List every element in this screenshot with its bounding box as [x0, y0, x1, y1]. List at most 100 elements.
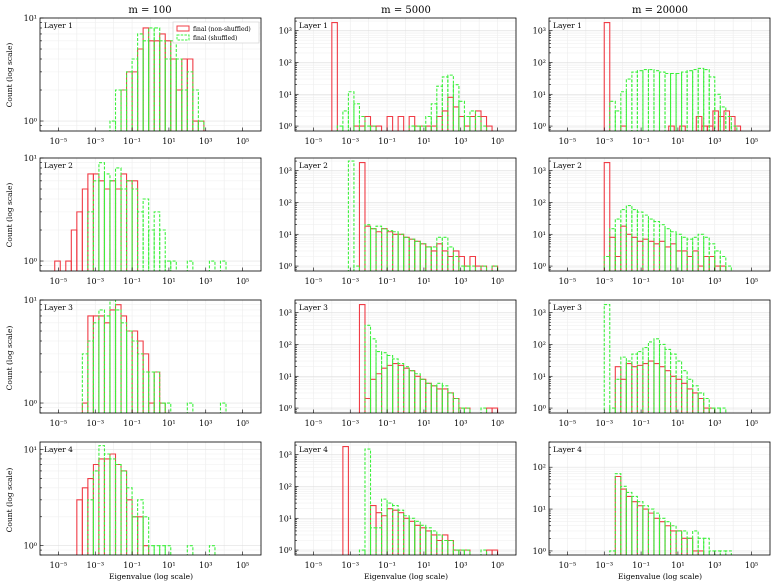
x-tick-label: 10⁻¹: [632, 137, 650, 146]
bar-shuffled: [192, 89, 199, 131]
histogram-bars: [76, 445, 216, 555]
bar-shuffled: [447, 539, 454, 555]
bar-shuffled: [103, 315, 111, 413]
bar-shuffled: [103, 453, 111, 555]
y-axis-label-row2: Count (log scale): [5, 183, 14, 248]
bar-shuffled: [375, 527, 383, 555]
y-axis-label-row1: Count (log scale): [5, 43, 14, 108]
panel-2-2: 10⁻⁵ 10⁻³ 10⁻¹ 10¹ 10³ 10⁵ 10⁰ 10¹ 10² 10³ Layer 2: [279, 157, 517, 286]
bar-shuffled: [364, 125, 372, 131]
y-tick-label: 10³: [533, 167, 546, 176]
x-tick-label: 10⁵: [745, 277, 758, 286]
bar-shuffled: [364, 324, 372, 413]
layer-label: Layer 3: [44, 303, 73, 312]
bar-non-shuffled: [54, 260, 61, 271]
bar-shuffled: [714, 93, 721, 131]
x-tick-label: 10¹: [671, 277, 684, 286]
bar-shuffled: [137, 33, 144, 131]
bar-shuffled: [642, 505, 649, 555]
bar-shuffled: [609, 550, 616, 555]
bar-shuffled: [164, 545, 172, 555]
x-tick-label: 10⁵: [491, 277, 504, 286]
bar-shuffled: [153, 371, 161, 413]
y-tick-label: 10²: [533, 198, 546, 207]
bar-shuffled: [159, 229, 166, 271]
column-title-m20000: m = 20000: [632, 5, 688, 16]
bar-shuffled: [631, 208, 638, 271]
bar-shuffled: [452, 549, 460, 555]
y-tick-label: 10³: [279, 167, 292, 176]
y-tick-label: 10³: [279, 27, 292, 36]
y-tick-label: 10⁰: [533, 122, 546, 131]
column-title-m5000: m = 5000: [381, 5, 431, 16]
y-tick-label: 10²: [533, 58, 546, 67]
y-tick-label: 10¹: [533, 505, 546, 514]
bar-shuffled: [620, 208, 627, 271]
histogram-bars: [81, 300, 227, 413]
panel-frame: [294, 441, 517, 556]
bar-shuffled: [452, 397, 460, 413]
panel-1-2: 10⁻⁵ 10⁻³ 10⁻¹ 10¹ 10³ 10⁵ 10⁰ 10¹ Layer 2: [24, 154, 262, 286]
y-tick-label: 10¹: [279, 514, 292, 523]
bar-shuffled: [681, 236, 688, 271]
x-tick-label: 10¹: [417, 561, 430, 570]
bar-shuffled: [625, 78, 633, 131]
x-tick-label: 10⁻⁵: [559, 561, 577, 570]
bar-shuffled: [441, 385, 449, 413]
bar-non-shuffled: [603, 161, 611, 271]
legend-label-shuffled: final (shuffled): [193, 35, 237, 42]
bar-shuffled: [425, 246, 432, 271]
x-tick-label: 10⁻⁵: [50, 277, 68, 286]
bar-shuffled: [703, 397, 710, 413]
panel-1-3: 10⁻⁵ 10⁻³ 10⁻¹ 10¹ 10³ 10⁵ 10⁰ 10¹ Layer 3: [24, 296, 262, 428]
panel-frame: [294, 299, 517, 414]
panel-frame: [548, 17, 771, 132]
bar-shuffled: [441, 539, 449, 555]
x-tick-label: 10⁻³: [595, 561, 613, 570]
layer-label: Layer 2: [44, 161, 73, 170]
bar-shuffled: [197, 120, 205, 131]
panel-frame: [548, 441, 771, 556]
bar-shuffled: [463, 265, 471, 271]
bar-shuffled: [609, 228, 616, 271]
x-tick-label: 10⁻⁵: [50, 561, 68, 570]
bar-shuffled: [186, 402, 194, 413]
y-tick-label: 10¹: [279, 372, 292, 381]
x-tick-label: 10⁻¹: [378, 137, 396, 146]
bar-shuffled: [137, 499, 144, 555]
bar-shuffled: [480, 549, 488, 555]
bar-shuffled: [692, 236, 699, 271]
x-tick-label: 10⁻³: [86, 277, 104, 286]
panel-frame: [39, 157, 262, 272]
bar-shuffled: [658, 517, 666, 555]
bar-shuffled: [358, 115, 366, 131]
y-tick-label: 10⁰: [24, 117, 37, 126]
bar-shuffled: [148, 229, 155, 271]
panels: 10⁻⁵ 10⁻³ 10⁻¹ 10¹ 10³ 10⁵ 10⁰ 10¹ Layer 1 final …: [24, 14, 771, 570]
y-tick-label: 10³: [533, 309, 546, 318]
bar-shuffled: [381, 352, 388, 413]
histogram-bars: [609, 473, 732, 555]
bar-shuffled: [647, 508, 655, 555]
bar-shuffled: [463, 407, 471, 413]
bar-shuffled: [681, 370, 688, 413]
x-tick-label: 10⁻³: [341, 137, 359, 146]
legend-label-non-shuffled: final (non-shuffled): [193, 26, 251, 33]
bar-shuffled: [369, 228, 377, 271]
bar-shuffled: [430, 103, 438, 131]
x-tick-label: 10¹: [417, 137, 430, 146]
bar-shuffled: [625, 360, 633, 413]
x-tick-label: 10⁻³: [595, 137, 613, 146]
bar-shuffled: [103, 173, 111, 271]
bar-shuffled: [447, 246, 454, 271]
x-tick-label: 10⁻³: [341, 277, 359, 286]
x-tick-label: 10³: [199, 137, 212, 146]
bar-non-shuffled: [342, 445, 349, 555]
x-tick-label: 10¹: [162, 419, 175, 428]
panel-frame: [548, 157, 771, 272]
x-tick-label: 10⁻¹: [632, 277, 650, 286]
bar-shuffled: [692, 530, 699, 555]
y-tick-label: 10¹: [533, 230, 546, 239]
panel-1-1: 10⁻⁵ 10⁻³ 10⁻¹ 10¹ 10³ 10⁵ 10⁰ 10¹ Layer 1 final …: [24, 14, 262, 146]
histogram-bars: [603, 303, 727, 413]
